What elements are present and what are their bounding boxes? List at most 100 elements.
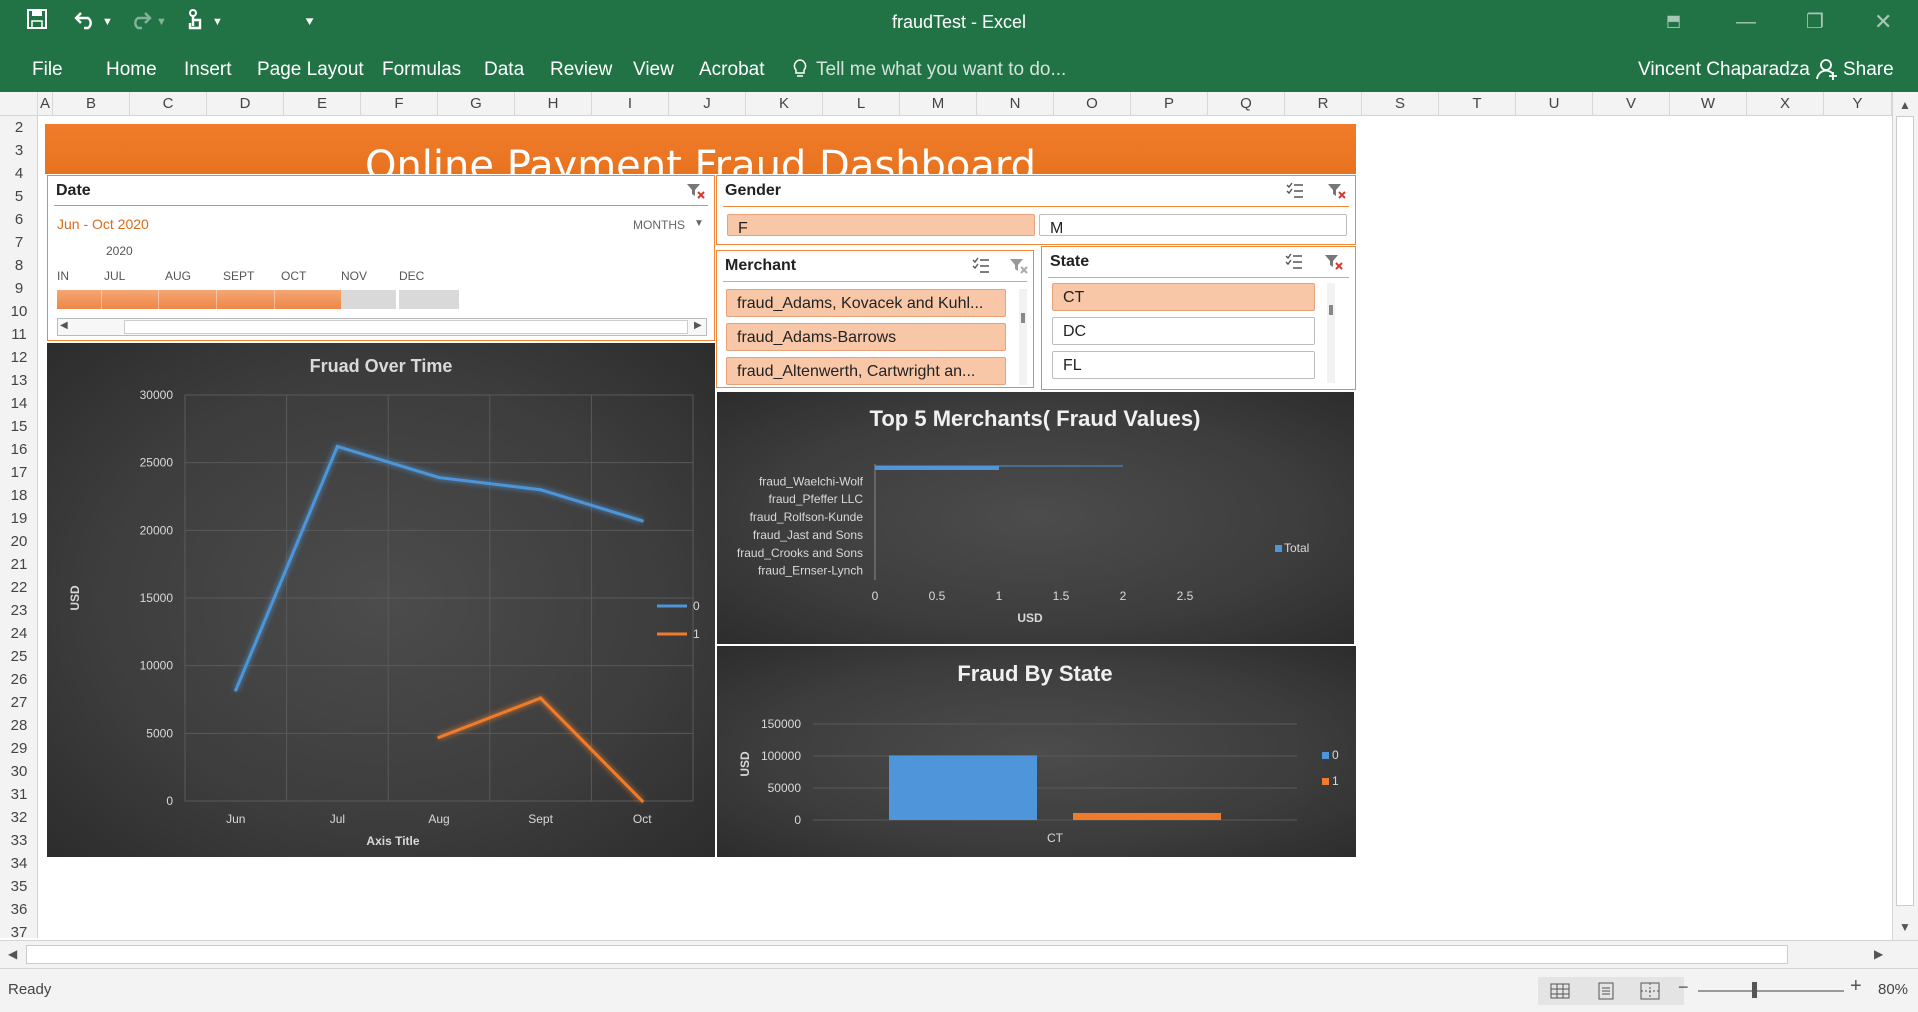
column-header[interactable]: G: [438, 92, 515, 116]
column-header[interactable]: N: [977, 92, 1054, 116]
clear-filter-icon[interactable]: [1327, 182, 1347, 200]
multi-select-icon[interactable]: [1284, 253, 1304, 271]
column-header[interactable]: I: [592, 92, 669, 116]
save-icon[interactable]: [26, 8, 48, 37]
scroll-right-icon[interactable]: ▶: [694, 320, 702, 331]
column-header[interactable]: X: [1747, 92, 1824, 116]
row-header[interactable]: 26: [10, 671, 28, 688]
column-header[interactable]: V: [1593, 92, 1670, 116]
row-header[interactable]: 10: [10, 303, 28, 320]
column-header[interactable]: P: [1131, 92, 1208, 116]
column-header[interactable]: M: [900, 92, 977, 116]
redo-dropdown-icon[interactable]: ▼: [156, 16, 167, 28]
merchant-scroll-thumb[interactable]: [1021, 313, 1025, 323]
multi-select-icon[interactable]: [1285, 182, 1305, 200]
clear-filter-icon[interactable]: [686, 182, 706, 200]
multi-select-icon[interactable]: [971, 257, 991, 275]
column-header[interactable]: F: [361, 92, 438, 116]
row-header[interactable]: 27: [10, 694, 28, 711]
tab-file[interactable]: File: [32, 59, 63, 80]
row-header[interactable]: 28: [10, 717, 28, 734]
merchant-scrollbar[interactable]: [1019, 289, 1027, 385]
timeline-month[interactable]: DEC: [399, 269, 425, 283]
state-scroll-thumb[interactable]: [1329, 305, 1333, 315]
row-header[interactable]: 4: [14, 165, 24, 182]
scroll-left-icon[interactable]: ◀: [8, 947, 18, 961]
tell-me-search[interactable]: Tell me what you want to do...: [816, 59, 1067, 80]
row-header[interactable]: 12: [10, 349, 28, 366]
column-header[interactable]: K: [746, 92, 823, 116]
column-header[interactable]: S: [1362, 92, 1439, 116]
row-header[interactable]: 18: [10, 487, 28, 504]
level-dropdown-icon[interactable]: ▼: [694, 218, 704, 229]
gender-item[interactable]: F: [727, 214, 1035, 236]
row-header[interactable]: 16: [10, 441, 28, 458]
horizontal-scrollbar[interactable]: ◀ ▶: [0, 940, 1918, 968]
column-header[interactable]: U: [1516, 92, 1593, 116]
state-item[interactable]: DC: [1052, 317, 1315, 345]
state-item[interactable]: CT: [1052, 283, 1315, 311]
row-header[interactable]: 19: [10, 510, 28, 527]
column-header[interactable]: T: [1439, 92, 1516, 116]
close-icon[interactable]: ✕: [1874, 9, 1893, 34]
merchant-item[interactable]: fraud_Adams-Barrows: [726, 323, 1006, 351]
timeline-selected-bar[interactable]: [57, 290, 349, 309]
row-header[interactable]: 36: [10, 901, 28, 918]
zoom-out-icon[interactable]: −: [1678, 977, 1689, 997]
row-header[interactable]: 22: [10, 579, 28, 596]
state-item[interactable]: FL: [1052, 351, 1315, 379]
row-header[interactable]: 21: [10, 556, 28, 573]
row-header[interactable]: 2: [14, 119, 24, 136]
tab-page-layout[interactable]: Page Layout: [257, 59, 364, 80]
column-header[interactable]: B: [53, 92, 130, 116]
timeline-scroll-thumb[interactable]: [124, 320, 688, 334]
user-name[interactable]: Vincent Chaparadza: [1638, 59, 1810, 80]
column-header[interactable]: R: [1285, 92, 1362, 116]
column-header[interactable]: J: [669, 92, 746, 116]
tab-view[interactable]: View: [633, 59, 674, 80]
ribbon-display-icon[interactable]: ⬒: [1666, 13, 1682, 30]
timeline-month[interactable]: NOV: [341, 269, 368, 283]
timeline-unselected-month[interactable]: [399, 290, 459, 309]
tab-data[interactable]: Data: [484, 59, 525, 80]
restore-icon[interactable]: ❐: [1806, 11, 1824, 33]
page-layout-view-icon[interactable]: [1596, 981, 1616, 1001]
timeline-month[interactable]: SEPT: [223, 269, 255, 283]
row-header[interactable]: 23: [10, 602, 28, 619]
zoom-slider-thumb[interactable]: [1752, 982, 1757, 998]
timeline-level-select[interactable]: MONTHS: [633, 218, 685, 232]
row-header[interactable]: 5: [14, 188, 24, 205]
timeline-month[interactable]: JUL: [104, 269, 126, 283]
row-header[interactable]: 25: [10, 648, 28, 665]
row-header[interactable]: 20: [10, 533, 28, 550]
row-header[interactable]: 7: [14, 234, 24, 251]
horizontal-scroll-thumb[interactable]: [26, 945, 1788, 964]
fraud-over-time-chart[interactable]: Fruad Over Time 0 5000 10000 15000 20000 25000…: [47, 343, 715, 857]
touch-mode-icon[interactable]: [185, 8, 205, 39]
tab-home[interactable]: Home: [106, 59, 157, 80]
row-header[interactable]: 32: [10, 809, 28, 826]
tab-insert[interactable]: Insert: [184, 59, 232, 80]
row-header[interactable]: 8: [14, 257, 24, 274]
column-header[interactable]: Q: [1208, 92, 1285, 116]
zoom-in-icon[interactable]: +: [1850, 975, 1862, 997]
column-header[interactable]: H: [515, 92, 592, 116]
share-button[interactable]: Share: [1843, 59, 1894, 80]
column-header[interactable]: W: [1670, 92, 1747, 116]
minimize-icon[interactable]: —: [1736, 11, 1756, 33]
page-break-view-icon[interactable]: [1640, 981, 1660, 1001]
row-header[interactable]: 30: [10, 763, 28, 780]
row-header[interactable]: 35: [10, 878, 28, 895]
timeline-month[interactable]: AUG: [165, 269, 192, 283]
column-header[interactable]: C: [130, 92, 207, 116]
row-header[interactable]: 11: [11, 326, 27, 343]
row-header[interactable]: 13: [10, 372, 28, 389]
timeline-unselected-month[interactable]: [341, 290, 396, 309]
row-header[interactable]: 3: [14, 142, 24, 159]
scroll-down-icon[interactable]: ▼: [1899, 920, 1911, 934]
timeline-month[interactable]: IN: [57, 269, 69, 283]
scroll-up-icon[interactable]: ▲: [1899, 98, 1911, 112]
touch-dropdown-icon[interactable]: ▼: [212, 16, 223, 28]
tab-review[interactable]: Review: [550, 59, 613, 80]
row-header[interactable]: 6: [14, 211, 24, 228]
